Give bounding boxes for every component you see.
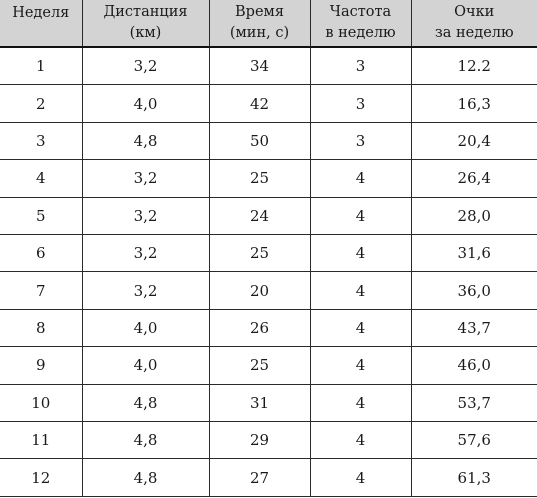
- cell-points: 57,6: [410, 421, 537, 460]
- cell-distance: 3,2: [81, 196, 210, 236]
- cell-time: 29: [208, 421, 311, 460]
- header-distance: Дистанция (км): [81, 0, 210, 48]
- cell-frequency: 4: [309, 234, 412, 273]
- cell-frequency: 4: [309, 346, 412, 385]
- cell-distance: 4,0: [81, 308, 210, 348]
- cell-frequency: 3: [309, 46, 412, 86]
- cell-distance: 3,2: [81, 271, 210, 310]
- header-week: Неделя: [0, 0, 83, 48]
- cell-week: 12: [0, 458, 83, 497]
- cell-points: 61,3: [410, 458, 537, 497]
- cell-time: 31: [208, 383, 311, 423]
- table-body: 1 3,2 34 3 12.2 2 4,0 42 3 16,3 3 4,8 50…: [0, 46, 537, 497]
- header-frequency: Частота в неделю: [309, 0, 412, 48]
- table-row: 11 4,8 29 4 57,6: [0, 421, 537, 460]
- cell-time: 20: [208, 271, 311, 310]
- cell-distance: 3,2: [81, 46, 210, 86]
- cell-points: 16,3: [410, 84, 537, 123]
- cell-frequency: 4: [309, 421, 412, 460]
- header-points-label: Очки: [454, 4, 495, 20]
- table-row: 3 4,8 50 3 20,4: [0, 121, 537, 161]
- cell-time: 34: [208, 46, 311, 86]
- cell-week: 2: [0, 84, 83, 123]
- cell-time: 27: [208, 458, 311, 497]
- header-row: Неделя Дистанция (км) Время (мин, с) Час…: [0, 0, 537, 48]
- table-row: 6 3,2 25 4 31,6: [0, 234, 537, 273]
- table-row: 1 3,2 34 3 12.2: [0, 46, 537, 86]
- cell-distance: 4,8: [81, 383, 210, 423]
- cell-points: 46,0: [410, 346, 537, 385]
- cell-week: 3: [0, 121, 83, 161]
- cell-time: 50: [208, 121, 311, 161]
- header-distance-label: Дистанция: [103, 4, 188, 20]
- cell-frequency: 4: [309, 271, 412, 310]
- cell-frequency: 3: [309, 121, 412, 161]
- cell-week: 4: [0, 159, 83, 198]
- cell-points: 12.2: [410, 46, 537, 86]
- cell-distance: 4,8: [81, 121, 210, 161]
- cell-frequency: 4: [309, 159, 412, 198]
- cell-week: 6: [0, 234, 83, 273]
- header-week-label: Неделя: [12, 5, 70, 21]
- cell-week: 10: [0, 383, 83, 423]
- cell-week: 5: [0, 196, 83, 236]
- cell-frequency: 4: [309, 458, 412, 497]
- cell-time: 25: [208, 346, 311, 385]
- table-row: 8 4,0 26 4 43,7: [0, 308, 537, 348]
- header-time-unit: (мин, с): [229, 25, 290, 41]
- cell-points: 31,6: [410, 234, 537, 273]
- cell-points: 43,7: [410, 308, 537, 348]
- header-time-label: Время: [235, 4, 284, 20]
- cell-points: 26,4: [410, 159, 537, 198]
- cell-distance: 3,2: [81, 159, 210, 198]
- cell-week: 11: [0, 421, 83, 460]
- cell-frequency: 4: [309, 308, 412, 348]
- cell-distance: 4,8: [81, 421, 210, 460]
- cell-distance: 4,0: [81, 84, 210, 123]
- header-points: Очки за неделю: [410, 0, 537, 48]
- table-header: Неделя Дистанция (км) Время (мин, с) Час…: [0, 0, 537, 48]
- cell-points: 20,4: [410, 121, 537, 161]
- cell-points: 53,7: [410, 383, 537, 423]
- header-distance-unit: (км): [129, 25, 162, 41]
- cell-time: 42: [208, 84, 311, 123]
- table-row: 4 3,2 25 4 26,4: [0, 159, 537, 198]
- cell-distance: 4,8: [81, 458, 210, 497]
- header-frequency-unit: в неделю: [325, 25, 396, 41]
- table-row: 7 3,2 20 4 36,0: [0, 271, 537, 310]
- table-row: 5 3,2 24 4 28,0: [0, 196, 537, 236]
- header-time: Время (мин, с): [208, 0, 311, 48]
- cell-frequency: 4: [309, 196, 412, 236]
- cell-time: 26: [208, 308, 311, 348]
- cell-week: 7: [0, 271, 83, 310]
- cell-time: 25: [208, 234, 311, 273]
- cell-points: 28,0: [410, 196, 537, 236]
- cell-week: 9: [0, 346, 83, 385]
- table-row: 9 4,0 25 4 46,0: [0, 346, 537, 385]
- cell-time: 24: [208, 196, 311, 236]
- cell-week: 1: [0, 46, 83, 86]
- cell-frequency: 3: [309, 84, 412, 123]
- cell-week: 8: [0, 308, 83, 348]
- cell-distance: 4,0: [81, 346, 210, 385]
- header-points-unit: за неделю: [434, 25, 514, 41]
- cell-distance: 3,2: [81, 234, 210, 273]
- cell-time: 25: [208, 159, 311, 198]
- cell-points: 36,0: [410, 271, 537, 310]
- table-row: 10 4,8 31 4 53,7: [0, 383, 537, 423]
- table-row: 12 4,8 27 4 61,3: [0, 458, 537, 497]
- table-row: 2 4,0 42 3 16,3: [0, 84, 537, 123]
- header-frequency-label: Частота: [329, 4, 392, 20]
- cell-frequency: 4: [309, 383, 412, 423]
